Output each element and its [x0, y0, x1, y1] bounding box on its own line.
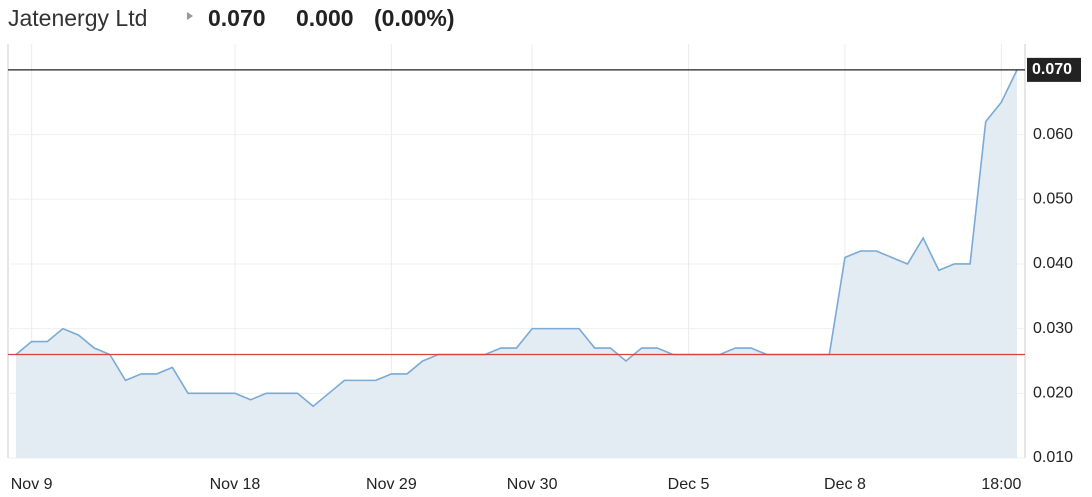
x-tick-label: Dec 8	[824, 476, 866, 493]
y-tick-label: 0.050	[1033, 190, 1073, 207]
x-tick-label: Nov 9	[11, 476, 53, 493]
last-price-label: 0.070	[1032, 61, 1072, 78]
instrument-name: Jatenergy Ltd	[8, 5, 147, 31]
y-tick-label: 0.060	[1033, 126, 1073, 143]
price: 0.070	[208, 5, 266, 31]
header: Jatenergy Ltd 0.070 0.000 (0.00%)	[8, 5, 455, 31]
area-fill	[16, 69, 1017, 458]
x-tick-label: Nov 29	[366, 476, 417, 493]
x-tick-label: Nov 30	[507, 476, 558, 493]
change-percent: (0.00%)	[374, 5, 455, 31]
last-price-box	[1027, 57, 1081, 82]
arrow-icon	[187, 12, 193, 20]
change: 0.000	[296, 5, 354, 31]
x-tick-label: Nov 18	[210, 476, 261, 493]
price-line	[15, 69, 1018, 408]
x-tick-label: Dec 5	[668, 476, 710, 493]
y-tick-label: 0.020	[1033, 385, 1073, 402]
x-tick-label: 18:00	[981, 476, 1021, 493]
y-tick-label: 0.030	[1033, 320, 1073, 337]
y-tick-label: 0.040	[1033, 255, 1073, 272]
y-tick-label: 0.010	[1033, 449, 1073, 466]
